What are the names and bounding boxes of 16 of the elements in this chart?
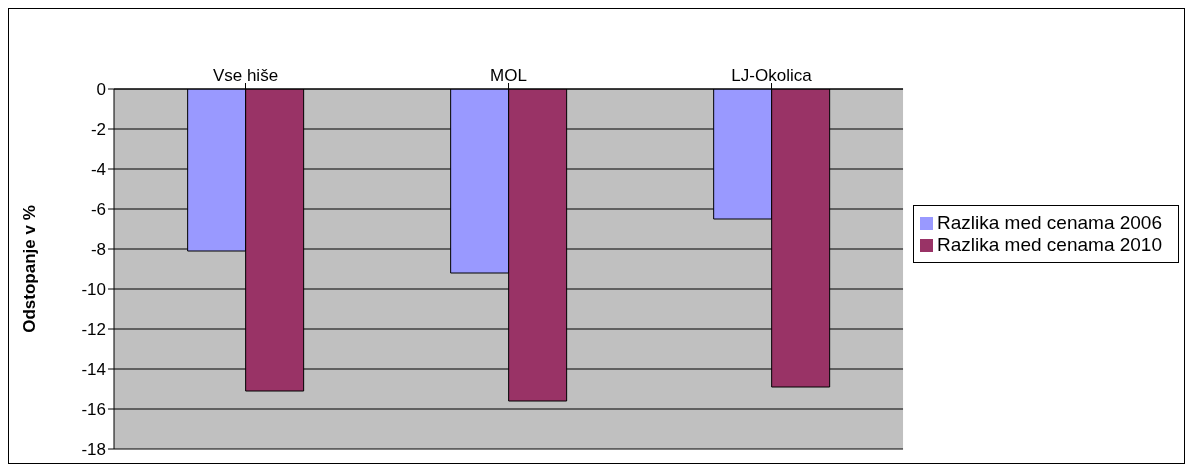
y-tick-label: -8 [90,240,106,260]
legend-label: Razlika med cenama 2006 [937,212,1162,233]
y-tick-label: 0 [96,80,106,100]
x-tick-label: Vse hiše [212,66,279,85]
legend-label: Razlika med cenama 2010 [937,234,1162,255]
x-tick-label: LJ-Okolica [731,66,813,85]
y-tick-label: -18 [81,440,106,460]
y-tick-label: -6 [90,200,106,220]
y-tick-label: -4 [90,160,106,180]
x-tick-label: MOL [490,66,527,85]
y-axis-title: Odstopanje v % [20,205,40,333]
y-tick-label: -12 [81,320,106,340]
y-tick-label: -14 [81,360,106,380]
y-tick-label: -10 [81,280,106,300]
y-tick-label: -16 [81,400,106,420]
y-tick-label: -2 [90,120,106,140]
